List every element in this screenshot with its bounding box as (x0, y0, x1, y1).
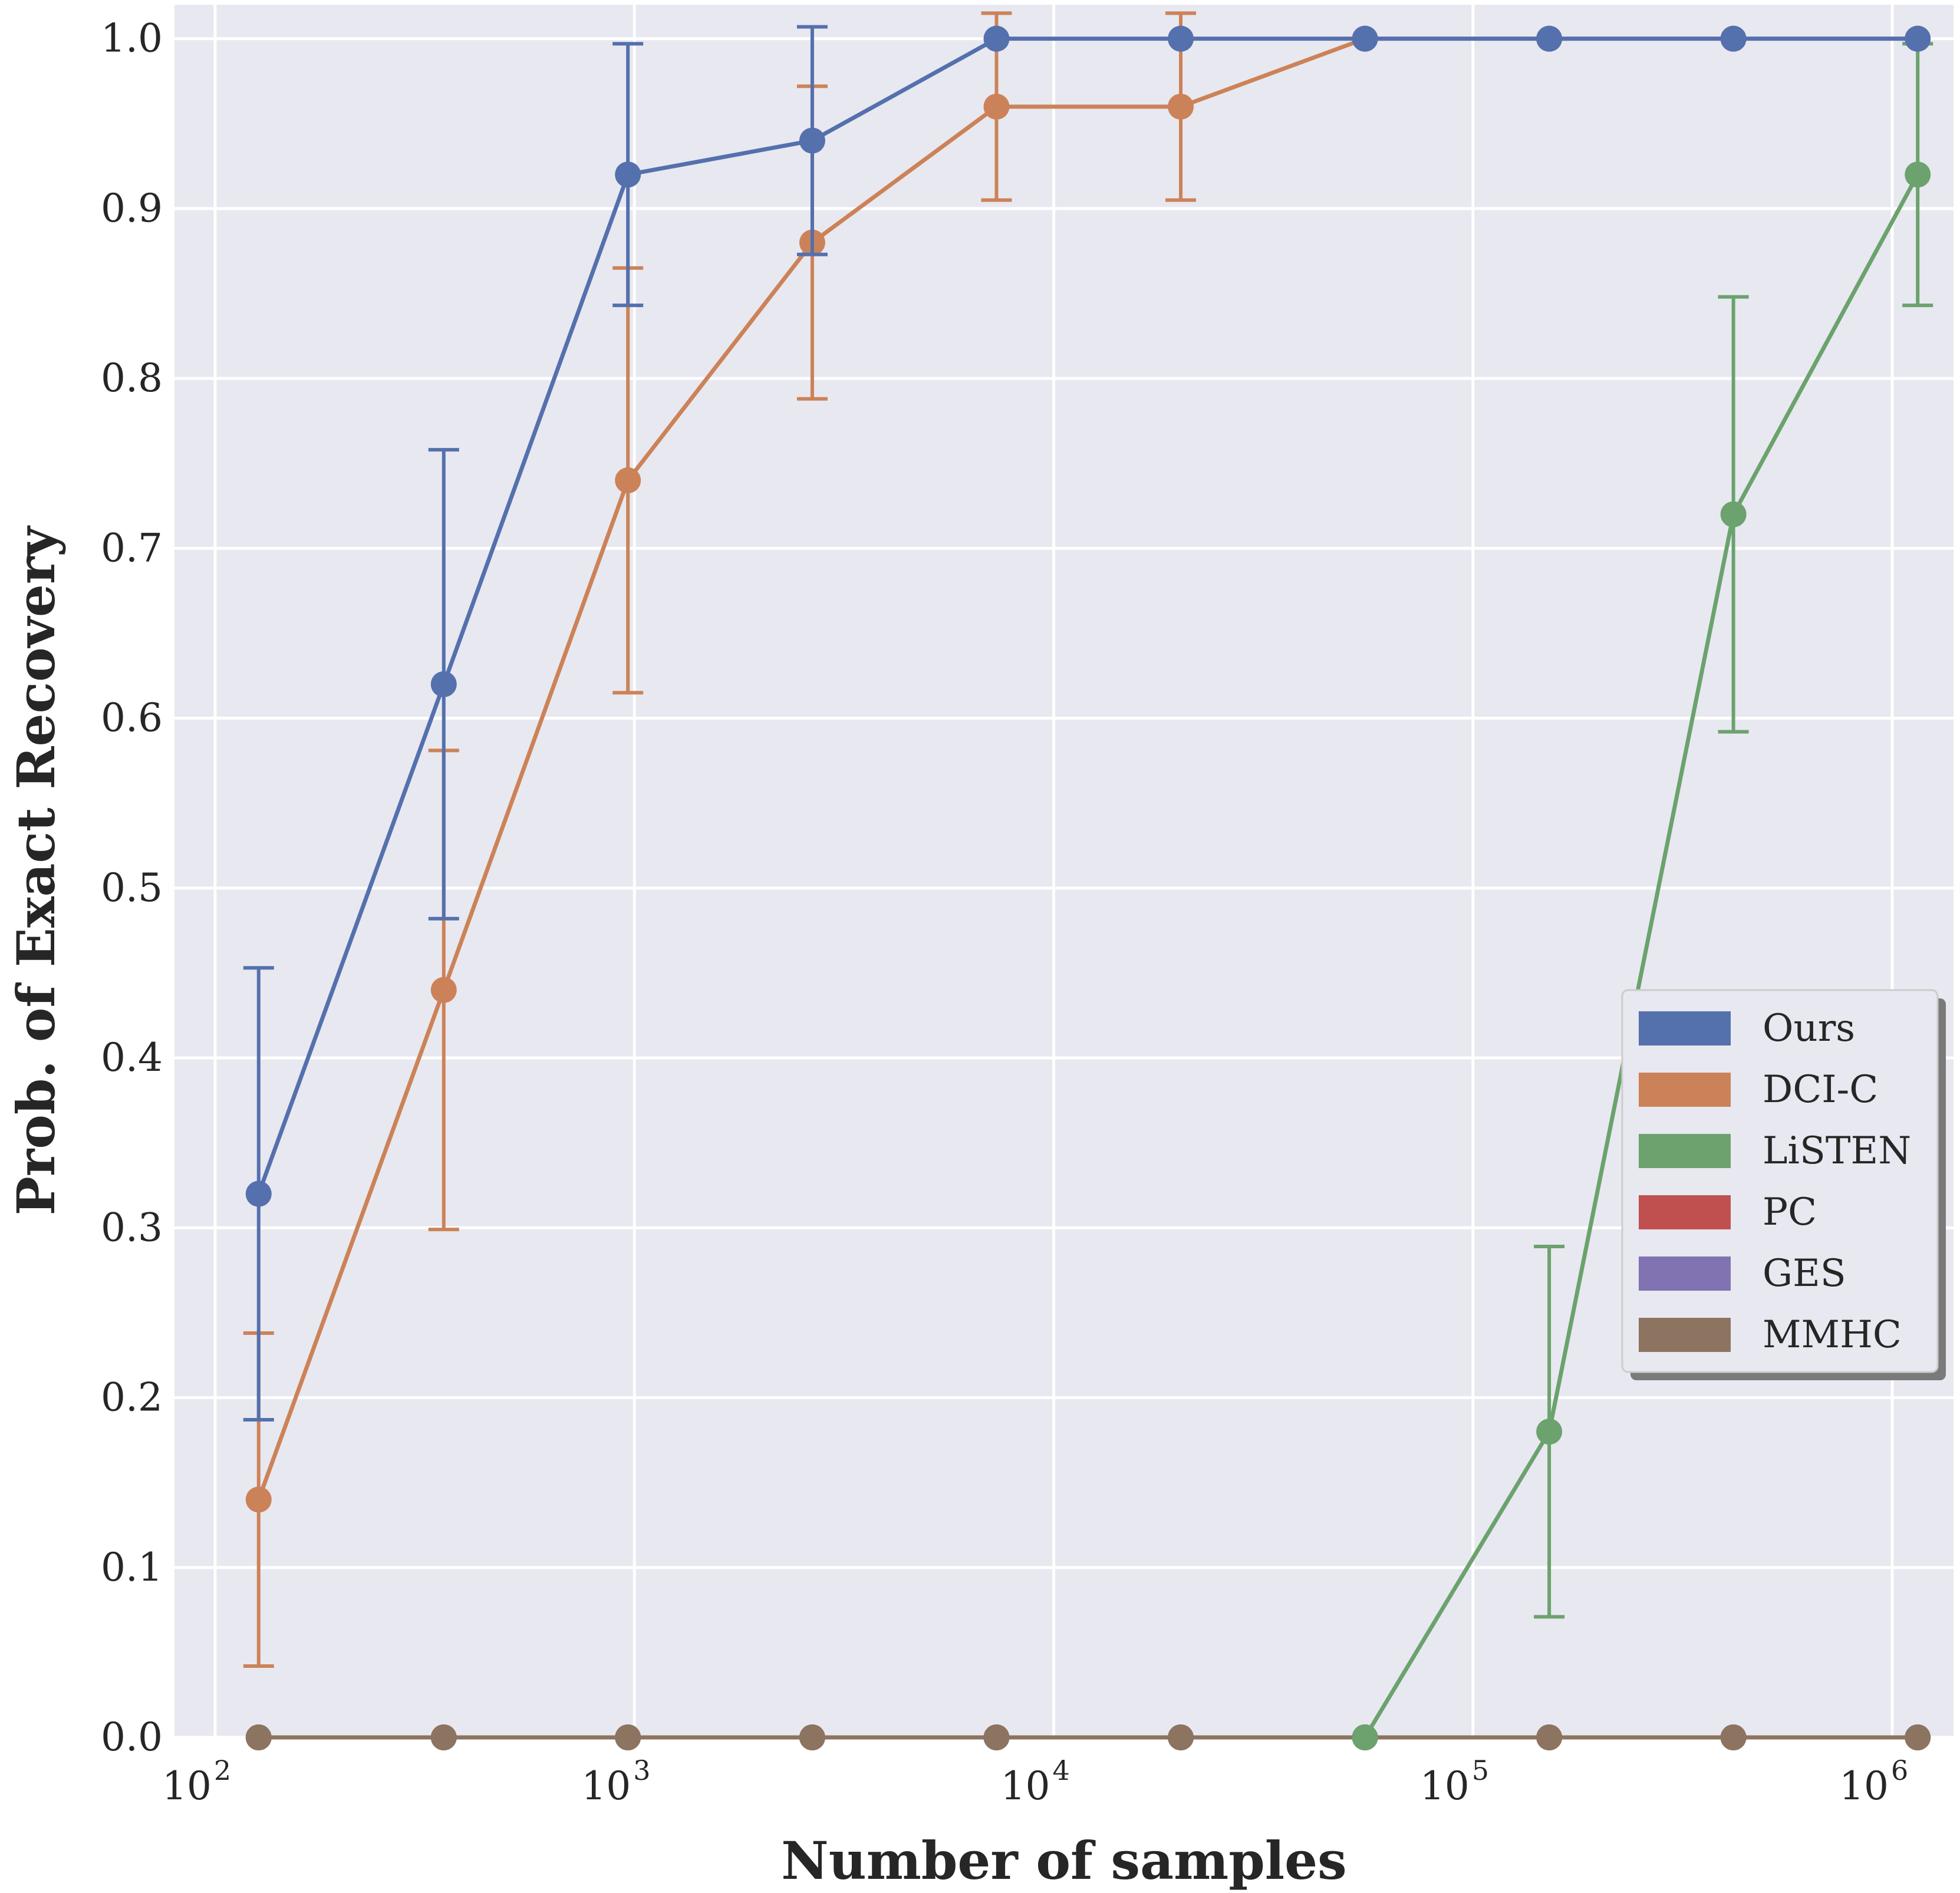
x-axis-ticks: 10 2 10 3 10 4 10 5 10 6 (162, 1755, 1908, 1809)
legend-swatch (1639, 1011, 1731, 1046)
x-tick-base: 10 (1839, 1763, 1889, 1809)
data-point (615, 467, 641, 494)
y-axis-title: Prob. of Exact Recovery (5, 525, 67, 1216)
series-line (256, 37, 1918, 1195)
x-tick-base: 10 (162, 1763, 212, 1809)
legend-item: PC (1639, 1190, 1817, 1234)
x-tick-label: 10 6 (1839, 1755, 1908, 1809)
legend-label: DCI-C (1763, 1068, 1878, 1112)
y-axis-ticks: 0.0 0.1 0.2 0.3 0.4 0.5 0.6 0.7 0.8 0.9 1.0 (101, 16, 163, 1760)
series-ours (243, 25, 1931, 1422)
legend-label: Ours (1763, 1007, 1855, 1050)
legend-swatch (1639, 1256, 1731, 1291)
legend-swatch (1639, 1195, 1731, 1229)
series-line (1363, 173, 1920, 1739)
y-tick-label: 0.9 (101, 186, 163, 231)
x-tick-base: 10 (1420, 1763, 1470, 1809)
plot-background (174, 5, 1954, 1737)
y-tick-label: 0.2 (101, 1375, 163, 1420)
data-point (430, 1724, 457, 1750)
y-tick-label: 0.1 (101, 1545, 163, 1590)
data-point (1905, 161, 1931, 188)
series-layer (243, 11, 1933, 1750)
legend-label: LiSTEN (1763, 1129, 1911, 1173)
data-point (1905, 1724, 1931, 1750)
legend-label: GES (1763, 1252, 1846, 1295)
y-tick-label: 0.3 (101, 1205, 163, 1250)
legend-item: GES (1639, 1252, 1846, 1295)
data-point (1720, 1724, 1747, 1750)
series-listen (1352, 42, 1933, 1750)
data-point (615, 161, 641, 188)
data-point (1352, 25, 1378, 52)
x-tick-exponent: 3 (633, 1755, 650, 1786)
data-point (1168, 25, 1194, 52)
x-tick-exponent: 5 (1472, 1755, 1489, 1786)
legend-item: DCI-C (1639, 1068, 1878, 1112)
legend-label: MMHC (1763, 1313, 1902, 1357)
x-tick-label: 10 2 (162, 1755, 231, 1809)
y-tick-label: 0.4 (101, 1035, 163, 1080)
data-point (1536, 1724, 1563, 1750)
data-point (983, 93, 1010, 120)
y-tick-label: 0.5 (101, 865, 163, 911)
data-point (799, 1724, 825, 1750)
x-tick-base: 10 (581, 1763, 631, 1809)
x-tick-base: 10 (1001, 1763, 1050, 1809)
data-point (245, 1724, 272, 1750)
data-point (799, 127, 825, 154)
y-tick-label: 0.6 (101, 695, 163, 741)
data-point (1536, 25, 1563, 52)
x-axis-title: Number of samples (781, 1830, 1346, 1890)
legend-label: PC (1763, 1190, 1817, 1234)
x-tick-exponent: 4 (1052, 1755, 1069, 1786)
data-point (983, 25, 1010, 52)
data-point (1720, 501, 1747, 527)
data-point (615, 1724, 641, 1750)
x-tick-label: 10 3 (581, 1755, 650, 1809)
data-point (1352, 1724, 1378, 1750)
legend-swatch (1639, 1073, 1731, 1107)
data-point (430, 671, 457, 697)
y-tick-label: 0.0 (101, 1714, 163, 1760)
legend: Ours DCI-C LiSTEN PC GES MMHC (1621, 989, 1946, 1380)
data-point (245, 1486, 272, 1513)
y-tick-label: 0.7 (101, 525, 163, 570)
x-tick-exponent: 2 (214, 1755, 231, 1786)
data-point (1536, 1419, 1563, 1445)
data-point (1905, 25, 1931, 52)
y-tick-label: 1.0 (101, 16, 163, 61)
x-tick-label: 10 5 (1420, 1755, 1489, 1809)
x-tick-label: 10 4 (1001, 1755, 1070, 1809)
data-point (245, 1180, 272, 1207)
data-point (983, 1724, 1010, 1750)
y-tick-label: 0.8 (101, 355, 163, 401)
legend-swatch (1639, 1134, 1731, 1168)
data-point (1168, 93, 1194, 120)
legend-item: Ours (1639, 1007, 1855, 1050)
legend-item: MMHC (1639, 1313, 1902, 1357)
data-point (1720, 25, 1747, 52)
legend-item: LiSTEN (1639, 1129, 1911, 1173)
data-point (1168, 1724, 1194, 1750)
x-tick-exponent: 6 (1891, 1755, 1908, 1786)
data-point (430, 977, 457, 1003)
legend-swatch (1639, 1318, 1731, 1352)
series-mmhc (245, 1724, 1931, 1750)
